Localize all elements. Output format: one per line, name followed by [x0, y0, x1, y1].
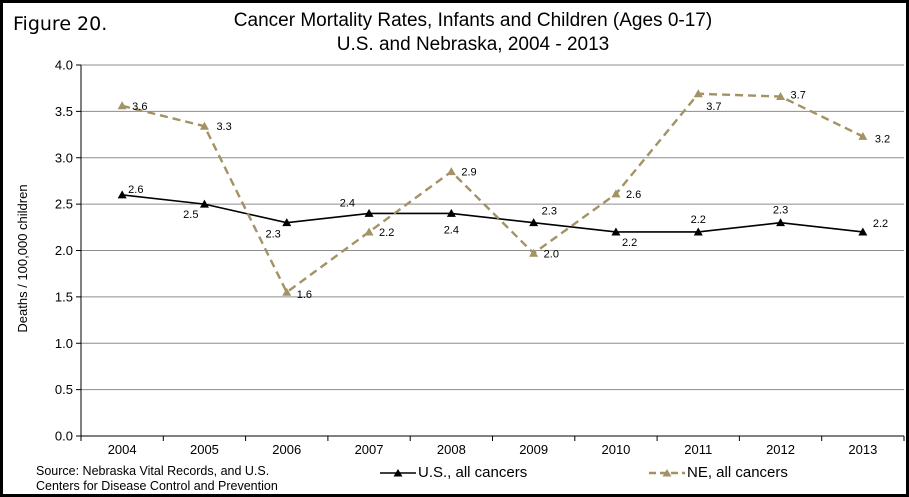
data-point-ne [364, 227, 374, 236]
data-label-ne: 2.6 [626, 189, 641, 201]
data-label-us: 2.3 [542, 206, 557, 218]
x-tick-label: 2012 [766, 442, 795, 457]
data-label-us: 2.3 [773, 205, 788, 217]
data-label-ne: 2.9 [461, 167, 476, 179]
legend-item-ne: NE, all cancers [647, 464, 788, 481]
figure-label: Figure 20. [13, 13, 108, 35]
data-point-us [282, 218, 292, 227]
x-tick-label: 2005 [190, 442, 219, 457]
data-point-us [611, 227, 621, 236]
legend-swatch-us [380, 468, 416, 476]
data-label-us: 2.2 [873, 218, 888, 230]
data-label-ne: 2.2 [379, 227, 394, 239]
y-tick-label: 3.0 [55, 150, 73, 165]
data-label-us: 2.4 [444, 224, 459, 236]
legend-label-ne: NE, all cancers [687, 464, 788, 481]
data-label-ne: 3.7 [706, 101, 721, 113]
data-label-us: 2.3 [265, 229, 280, 241]
data-label-us: 2.5 [183, 209, 198, 221]
y-tick-label: 1.0 [55, 336, 73, 351]
data-point-ne [611, 189, 621, 198]
data-label-ne: 3.7 [791, 90, 806, 102]
x-tick-label: 2013 [848, 442, 877, 457]
series-line-us [122, 194, 863, 233]
data-point-ne [529, 248, 539, 257]
x-tick-label: 2006 [272, 442, 301, 457]
x-tick-label: 2008 [437, 442, 466, 457]
data-label-ne: 3.2 [875, 133, 890, 145]
data-label-ne: 1.6 [297, 289, 312, 301]
source-line2: Centers for Disease Control and Preventi… [36, 479, 278, 493]
y-tick-label: 0.0 [55, 429, 73, 444]
source-note: Source: Nebraska Vital Records, and U.S.… [36, 464, 278, 494]
y-tick-label: 3.5 [55, 104, 73, 119]
legend-label-us: U.S., all cancers [418, 464, 528, 481]
data-point-ne [199, 121, 209, 130]
data-label-ne: 2.0 [544, 248, 559, 260]
data-point-ne [282, 287, 292, 296]
y-tick-label: 2.0 [55, 243, 73, 258]
x-tick-label: 2011 [684, 442, 712, 457]
x-tick-label: 2009 [519, 442, 548, 457]
data-point-us [199, 199, 209, 208]
data-point-ne [858, 131, 868, 140]
x-tick-label: 2010 [601, 442, 630, 457]
legend-item-us: U.S., all cancers [378, 464, 527, 481]
data-label-us: 2.4 [340, 197, 355, 209]
data-point-ne [776, 92, 786, 101]
legend-swatch-ne [649, 468, 685, 476]
source-line1: Source: Nebraska Vital Records, and U.S. [36, 464, 270, 478]
data-label-ne: 3.6 [132, 101, 147, 113]
data-point-us [776, 218, 786, 227]
y-tick-label: 2.5 [55, 197, 73, 212]
line-chart: 0.0 0.5 1.0 1.5 2.0 2.5 3.0 3.5 4.0 2004 2005 2006 2… [15, 58, 905, 457]
chart-title-line2: U.S. and Nebraska, 2004 - 2013 [336, 34, 610, 55]
data-point-ne [117, 101, 127, 110]
data-label-us: 2.6 [128, 184, 143, 196]
data-label-ne: 3.3 [216, 121, 231, 133]
data-point-us [529, 218, 539, 227]
x-tick-label: 2007 [355, 442, 384, 457]
y-tick-label: 1.5 [55, 289, 73, 304]
data-point-us [117, 190, 127, 199]
y-tick-label: 0.5 [55, 382, 73, 397]
series-line-ne [121, 92, 864, 295]
data-point-ne [693, 89, 703, 98]
data-point-us [446, 208, 456, 217]
y-axis-label: Deaths / 100,000 children [15, 184, 30, 332]
chart-title-line1: Cancer Mortality Rates, Infants and Chil… [233, 10, 713, 31]
data-label-us: 2.2 [691, 214, 706, 226]
data-point-us [858, 227, 868, 236]
x-tick-label: 2004 [108, 442, 137, 457]
data-point-us [693, 227, 703, 236]
data-point-us [364, 208, 374, 217]
data-label-us: 2.2 [622, 237, 637, 249]
y-tick-label: 4.0 [55, 58, 73, 73]
data-point-ne [446, 167, 456, 176]
